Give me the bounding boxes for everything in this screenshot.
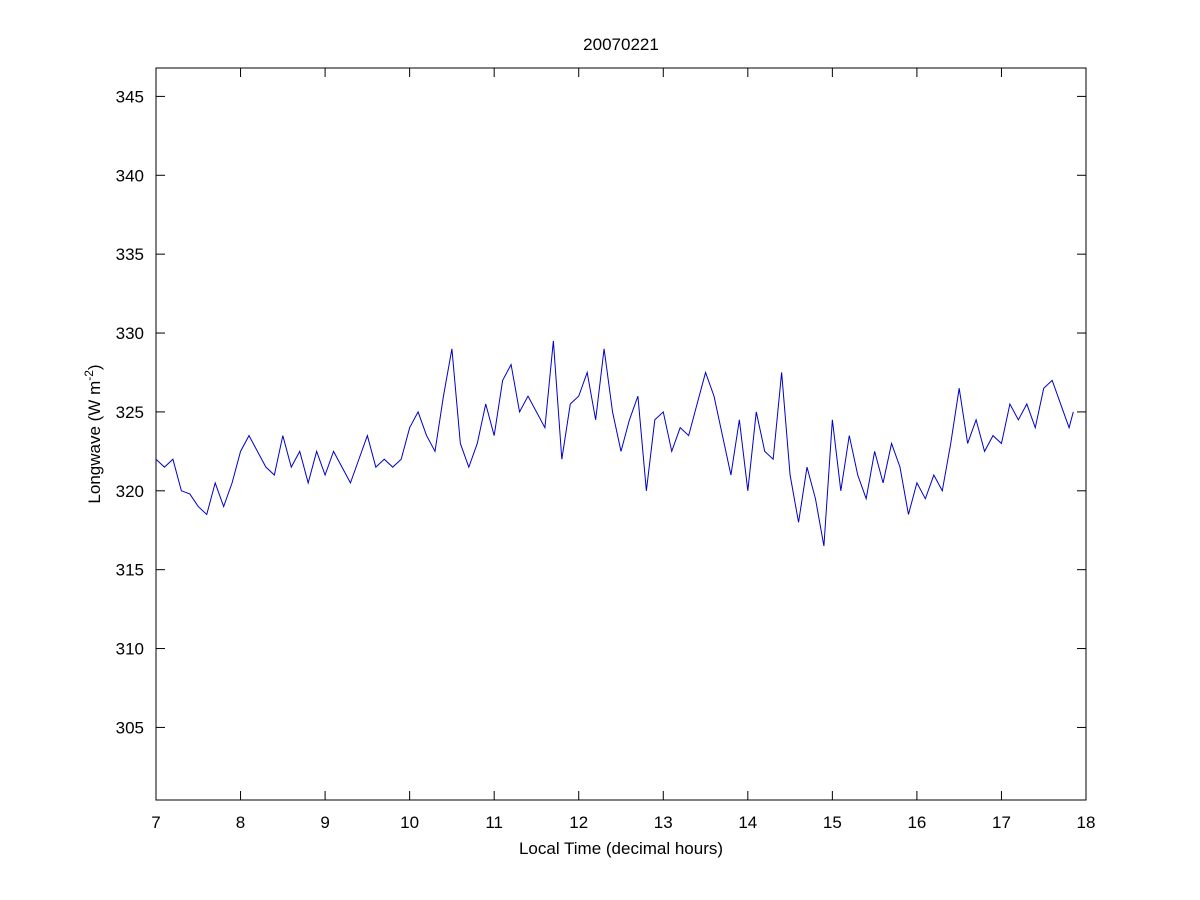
y-tick-label: 320 — [116, 482, 144, 501]
y-tick-label: 345 — [116, 87, 144, 106]
x-tick-label: 16 — [907, 813, 926, 832]
x-tick-label: 11 — [485, 813, 503, 832]
y-tick-label: 325 — [116, 403, 144, 422]
data-line — [155, 340, 1074, 547]
y-axis-label-sup: -2 — [82, 370, 96, 381]
y-tick-label: 305 — [116, 718, 144, 737]
y-axis-label-main: Longwave (W m — [85, 381, 104, 504]
x-axis-label: Local Time (decimal hours) — [519, 839, 723, 858]
plot-frame — [155, 67, 1087, 801]
x-tick-label: 7 — [151, 813, 160, 832]
y-tick-label: 335 — [116, 245, 144, 264]
x-tick-label: 10 — [400, 813, 419, 832]
chart-title: 20070221 — [583, 35, 659, 54]
x-tick-label: 17 — [992, 813, 1011, 832]
y-tick-label: 340 — [116, 166, 144, 185]
y-axis-label-end: ) — [85, 364, 104, 370]
x-tick-label: 18 — [1077, 813, 1096, 832]
x-tick-label: 8 — [236, 813, 245, 832]
y-tick-label: 315 — [116, 561, 144, 580]
x-tick-label: 9 — [320, 813, 329, 832]
x-tick-label: 13 — [654, 813, 673, 832]
x-tick-label: 15 — [823, 813, 842, 832]
x-tick-label: 14 — [738, 813, 757, 832]
x-tick-label: 12 — [569, 813, 588, 832]
y-tick-label: 330 — [116, 324, 144, 343]
y-axis-label: Longwave (W m-2) — [82, 364, 104, 503]
y-tick-label: 310 — [116, 640, 144, 659]
